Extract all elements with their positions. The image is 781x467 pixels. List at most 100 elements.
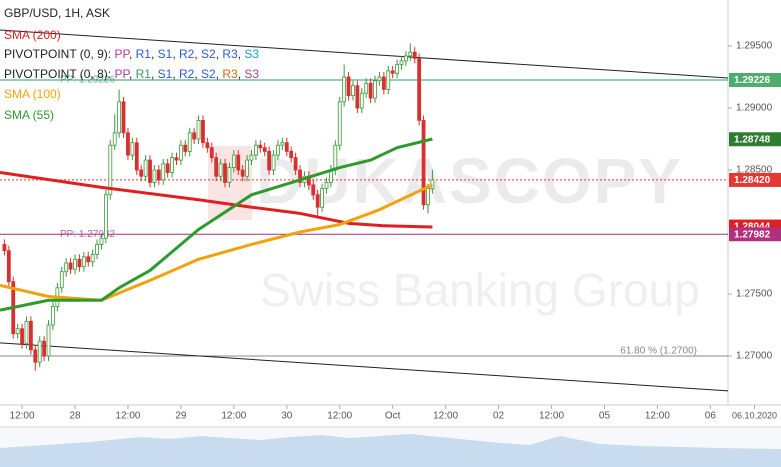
- legend-entry: PIVOTPOINT (0, 8): PP, R1, S1, R2, S2, R…: [4, 67, 259, 81]
- legend-separator: ,: [194, 47, 201, 61]
- candle-body: [399, 60, 404, 66]
- level-label: PP: 1.29226: [60, 75, 115, 86]
- candle-body: [134, 142, 139, 171]
- candle-body: [178, 144, 183, 161]
- candle-body: [192, 132, 197, 140]
- candle-body: [342, 76, 347, 103]
- candle-body: [187, 132, 192, 152]
- candle-body: [346, 76, 351, 97]
- x-tick-label: 06: [705, 411, 717, 422]
- candle-body: [196, 120, 201, 140]
- candle-body: [236, 154, 241, 171]
- candle-body: [276, 144, 280, 156]
- candle-body: [183, 144, 188, 152]
- x-tick-label: 05: [599, 411, 611, 422]
- legend-name: PIVOTPOINT (0, 8):: [4, 67, 114, 81]
- candle-body: [20, 328, 24, 345]
- x-tick-label: 12:00: [327, 411, 352, 422]
- x-tick-label: 12:00: [221, 411, 246, 422]
- candle-body: [6, 250, 11, 283]
- candle-body: [223, 163, 227, 183]
- chart-title: GBP/USD, 1H, ASK: [4, 6, 110, 20]
- price-label-box: [729, 172, 781, 187]
- x-tick-label: 12:00: [645, 411, 670, 422]
- sma-line: [0, 137, 433, 312]
- candle-body: [315, 194, 320, 208]
- candle-body: [33, 349, 38, 363]
- candle-body: [289, 151, 294, 159]
- legend-separator: ,: [151, 67, 158, 81]
- x-tick-label: 30: [281, 411, 293, 422]
- candle-body: [386, 70, 391, 90]
- y-tick-label: 1.27500: [736, 289, 773, 300]
- candle-body: [390, 70, 395, 74]
- candle-body: [130, 142, 135, 156]
- legend-separator: ,: [194, 67, 201, 81]
- legend-part: PP: [114, 47, 130, 61]
- candle-body: [112, 132, 117, 146]
- candle-body: [298, 169, 302, 183]
- candle-body: [73, 258, 77, 270]
- legend-part: R2: [179, 67, 195, 81]
- x-tick-label: 12:00: [10, 411, 35, 422]
- price-label: 1.29226: [734, 75, 771, 86]
- candle-body: [337, 101, 342, 146]
- candle-body: [201, 120, 205, 144]
- candle-body: [15, 328, 20, 335]
- candle-body: [408, 51, 413, 57]
- candle-body: [364, 82, 369, 94]
- candle-body: [148, 159, 152, 183]
- candle-body: [68, 262, 73, 270]
- candle-body: [412, 51, 417, 59]
- candle-body: [46, 324, 51, 357]
- sma-line: [0, 171, 433, 229]
- candle-body: [64, 262, 69, 273]
- x-tick-label: 02: [493, 411, 505, 422]
- candle-body: [218, 163, 223, 177]
- candle-body: [209, 147, 214, 159]
- candle-body: [262, 147, 267, 152]
- legend-separator: ,: [216, 67, 223, 81]
- candle-body: [152, 169, 157, 183]
- candle-body: [42, 340, 47, 357]
- candle-body: [156, 169, 161, 181]
- candle-body: [245, 159, 249, 177]
- candle-body: [417, 58, 422, 121]
- candle-body: [24, 320, 29, 345]
- price-label: 1.28044: [734, 222, 771, 233]
- legend-entry: PIVOTPOINT (0, 9): PP, R1, S1, R2, S2, R…: [4, 47, 259, 61]
- trendline: [0, 29, 728, 79]
- candle-body: [99, 237, 104, 245]
- legend-separator: ,: [172, 47, 179, 61]
- candle-body: [254, 144, 258, 156]
- candle-body: [28, 320, 33, 351]
- candle-body: [320, 188, 324, 208]
- x-tick-label: Oct: [385, 411, 401, 422]
- candle-body: [59, 271, 64, 289]
- candle-body: [139, 169, 144, 177]
- candle-body: [324, 182, 329, 190]
- legend-part: R1: [136, 67, 152, 81]
- candle-body: [267, 151, 272, 171]
- price-label: 1.28748: [734, 134, 771, 145]
- legend-separator: ,: [238, 67, 245, 81]
- price-label-box: [729, 72, 781, 87]
- candle-body: [381, 76, 386, 90]
- candle-body: [108, 144, 113, 196]
- legend-name: PIVOTPOINT (0, 9):: [4, 47, 114, 61]
- candle-body: [249, 154, 254, 161]
- legend-separator: ,: [129, 47, 136, 61]
- legend-part: S3: [244, 47, 259, 61]
- legend-separator: ,: [238, 47, 245, 61]
- x-tick-label: 29: [175, 411, 187, 422]
- price-label: 1.28420: [734, 175, 771, 186]
- candle-body: [117, 101, 122, 134]
- candle-body: [126, 132, 130, 156]
- candle-body: [214, 157, 219, 177]
- candle-body: [240, 169, 245, 177]
- legend-separator: ,: [172, 67, 179, 81]
- legend-part: R3: [222, 67, 238, 81]
- candle-body: [355, 85, 360, 109]
